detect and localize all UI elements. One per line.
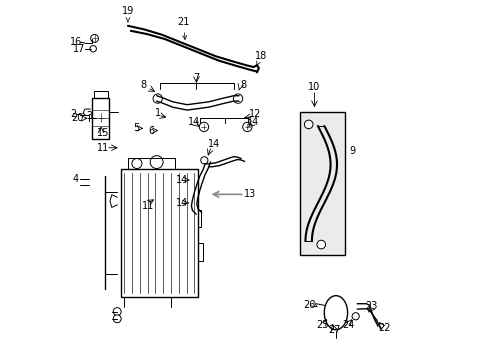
Text: 27: 27 bbox=[328, 325, 341, 335]
Circle shape bbox=[90, 45, 96, 52]
Text: 5: 5 bbox=[133, 123, 139, 133]
Circle shape bbox=[96, 113, 105, 122]
Text: 9: 9 bbox=[348, 146, 354, 156]
Text: 14: 14 bbox=[175, 175, 187, 185]
Text: 13: 13 bbox=[243, 189, 256, 199]
Circle shape bbox=[201, 157, 207, 164]
Text: 4: 4 bbox=[73, 174, 79, 184]
Text: 8: 8 bbox=[240, 80, 246, 90]
Circle shape bbox=[113, 315, 121, 323]
Text: 14: 14 bbox=[175, 198, 187, 208]
Text: 11: 11 bbox=[141, 201, 154, 211]
Text: 17: 17 bbox=[73, 44, 85, 54]
Circle shape bbox=[90, 35, 99, 42]
Text: 14: 14 bbox=[207, 139, 220, 149]
Text: 10: 10 bbox=[307, 82, 320, 93]
Text: 14: 14 bbox=[247, 117, 259, 127]
Circle shape bbox=[150, 156, 163, 168]
Bar bbox=[92, 98, 109, 139]
Circle shape bbox=[188, 200, 196, 207]
Text: 16: 16 bbox=[70, 37, 82, 47]
Circle shape bbox=[153, 94, 162, 103]
Circle shape bbox=[233, 94, 242, 103]
Bar bbox=[300, 112, 344, 255]
Text: 25: 25 bbox=[316, 320, 328, 330]
Text: 19: 19 bbox=[122, 6, 134, 22]
Text: 2: 2 bbox=[70, 109, 76, 120]
Circle shape bbox=[316, 240, 325, 249]
Text: 7: 7 bbox=[193, 73, 199, 83]
Text: 8: 8 bbox=[140, 80, 146, 90]
Circle shape bbox=[242, 122, 251, 132]
Text: 6: 6 bbox=[148, 126, 154, 135]
Text: 15: 15 bbox=[97, 129, 109, 138]
Text: 1: 1 bbox=[155, 108, 161, 118]
Circle shape bbox=[113, 308, 121, 316]
Text: 12: 12 bbox=[248, 109, 261, 119]
Circle shape bbox=[199, 122, 208, 132]
Text: 20: 20 bbox=[71, 113, 84, 123]
Circle shape bbox=[304, 120, 312, 129]
Text: 14: 14 bbox=[188, 117, 200, 127]
Bar bbox=[121, 169, 198, 297]
Text: 21: 21 bbox=[177, 17, 189, 39]
Circle shape bbox=[189, 177, 196, 185]
Text: 24: 24 bbox=[342, 320, 354, 330]
Text: 3: 3 bbox=[86, 111, 92, 121]
Text: 18: 18 bbox=[254, 51, 266, 65]
Circle shape bbox=[351, 313, 359, 320]
Ellipse shape bbox=[324, 296, 347, 330]
Text: 23: 23 bbox=[365, 301, 377, 311]
Circle shape bbox=[132, 158, 142, 168]
Text: 22: 22 bbox=[377, 324, 390, 333]
Circle shape bbox=[328, 314, 336, 322]
Text: 11: 11 bbox=[97, 143, 109, 153]
Text: 26: 26 bbox=[303, 300, 315, 310]
